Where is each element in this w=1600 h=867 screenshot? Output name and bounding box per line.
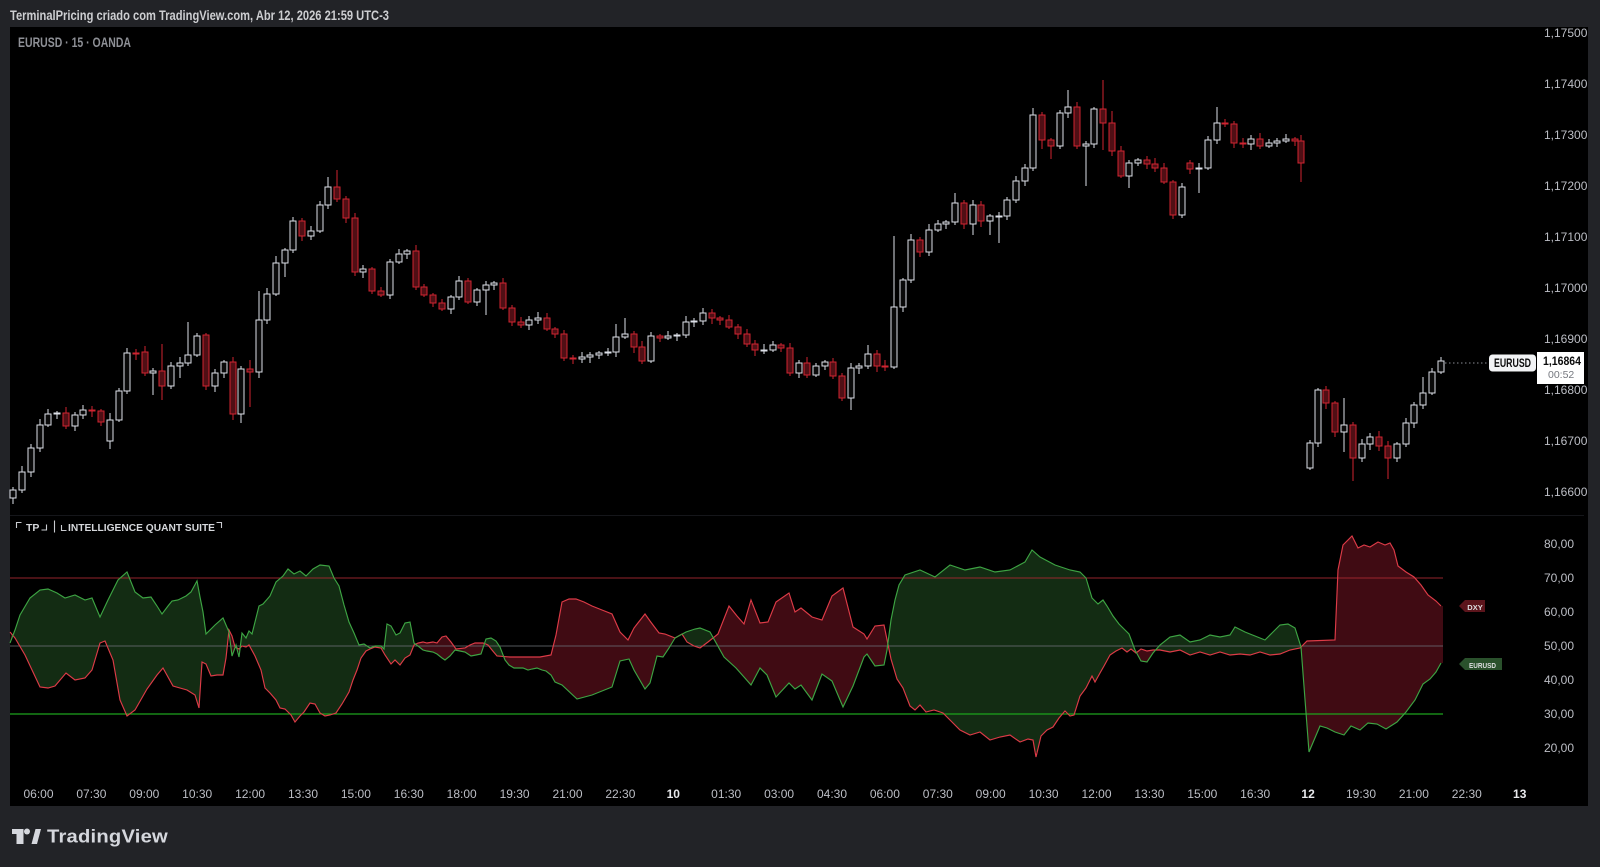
svg-text:06:00: 06:00 <box>870 787 900 801</box>
svg-text:1,16900: 1,16900 <box>1544 332 1588 346</box>
svg-text:40,00: 40,00 <box>1544 673 1574 687</box>
svg-text:09:00: 09:00 <box>129 787 159 801</box>
svg-text:15:00: 15:00 <box>1187 787 1217 801</box>
svg-text:15:00: 15:00 <box>341 787 371 801</box>
svg-text:07:30: 07:30 <box>76 787 106 801</box>
svg-text:70,00: 70,00 <box>1544 571 1574 585</box>
svg-text:1,17200: 1,17200 <box>1544 179 1588 193</box>
svg-text:30,00: 30,00 <box>1544 707 1574 721</box>
svg-text:DXY: DXY <box>1467 603 1482 612</box>
svg-text:1,16600: 1,16600 <box>1544 485 1588 499</box>
svg-text:19:30: 19:30 <box>1346 787 1376 801</box>
svg-text:10:30: 10:30 <box>182 787 212 801</box>
svg-text:EURUSD · 15 · OANDA: EURUSD · 15 · OANDA <box>18 35 131 50</box>
svg-text:13:30: 13:30 <box>1134 787 1164 801</box>
svg-text:60,00: 60,00 <box>1544 605 1574 619</box>
svg-text:22:30: 22:30 <box>1452 787 1482 801</box>
svg-text:07:30: 07:30 <box>923 787 953 801</box>
svg-text:19:30: 19:30 <box>500 787 530 801</box>
svg-text:1,16800: 1,16800 <box>1544 383 1588 397</box>
svg-text:00:52: 00:52 <box>1548 369 1574 381</box>
svg-text:1,16864: 1,16864 <box>1543 356 1582 368</box>
svg-text:INTELLIGENCE QUANT SUITE: INTELLIGENCE QUANT SUITE <box>68 522 215 534</box>
svg-text:TradingView: TradingView <box>47 826 168 847</box>
svg-text:12:00: 12:00 <box>1081 787 1111 801</box>
svg-text:1,17500: 1,17500 <box>1544 26 1588 40</box>
svg-text:20,00: 20,00 <box>1544 741 1574 755</box>
svg-text:12: 12 <box>1301 787 1315 801</box>
svg-text:16:30: 16:30 <box>394 787 424 801</box>
svg-text:1,17400: 1,17400 <box>1544 77 1588 91</box>
svg-text:04:30: 04:30 <box>817 787 847 801</box>
svg-text:TerminalPricing criado com Tra: TerminalPricing criado com TradingView.c… <box>10 8 389 23</box>
svg-text:1,17300: 1,17300 <box>1544 128 1588 142</box>
svg-text:03:00: 03:00 <box>764 787 794 801</box>
svg-text:TP: TP <box>26 522 39 534</box>
svg-text:10:30: 10:30 <box>1029 787 1059 801</box>
svg-text:13: 13 <box>1513 787 1527 801</box>
svg-text:1,17000: 1,17000 <box>1544 281 1588 295</box>
svg-text:21:00: 21:00 <box>552 787 582 801</box>
svg-text:01:30: 01:30 <box>711 787 741 801</box>
svg-text:EURUSD: EURUSD <box>1469 661 1496 670</box>
svg-text:09:00: 09:00 <box>976 787 1006 801</box>
svg-text:50,00: 50,00 <box>1544 639 1574 653</box>
svg-text:80,00: 80,00 <box>1544 537 1574 551</box>
svg-text:10: 10 <box>667 787 681 801</box>
svg-text:EURUSD: EURUSD <box>1494 358 1531 370</box>
svg-text:16:30: 16:30 <box>1240 787 1270 801</box>
svg-text:1,16700: 1,16700 <box>1544 434 1588 448</box>
svg-text:18:00: 18:00 <box>447 787 477 801</box>
svg-text:13:30: 13:30 <box>288 787 318 801</box>
svg-text:22:30: 22:30 <box>605 787 635 801</box>
svg-text:06:00: 06:00 <box>23 787 53 801</box>
svg-text:21:00: 21:00 <box>1399 787 1429 801</box>
svg-text:1,17100: 1,17100 <box>1544 230 1588 244</box>
svg-text:12:00: 12:00 <box>235 787 265 801</box>
